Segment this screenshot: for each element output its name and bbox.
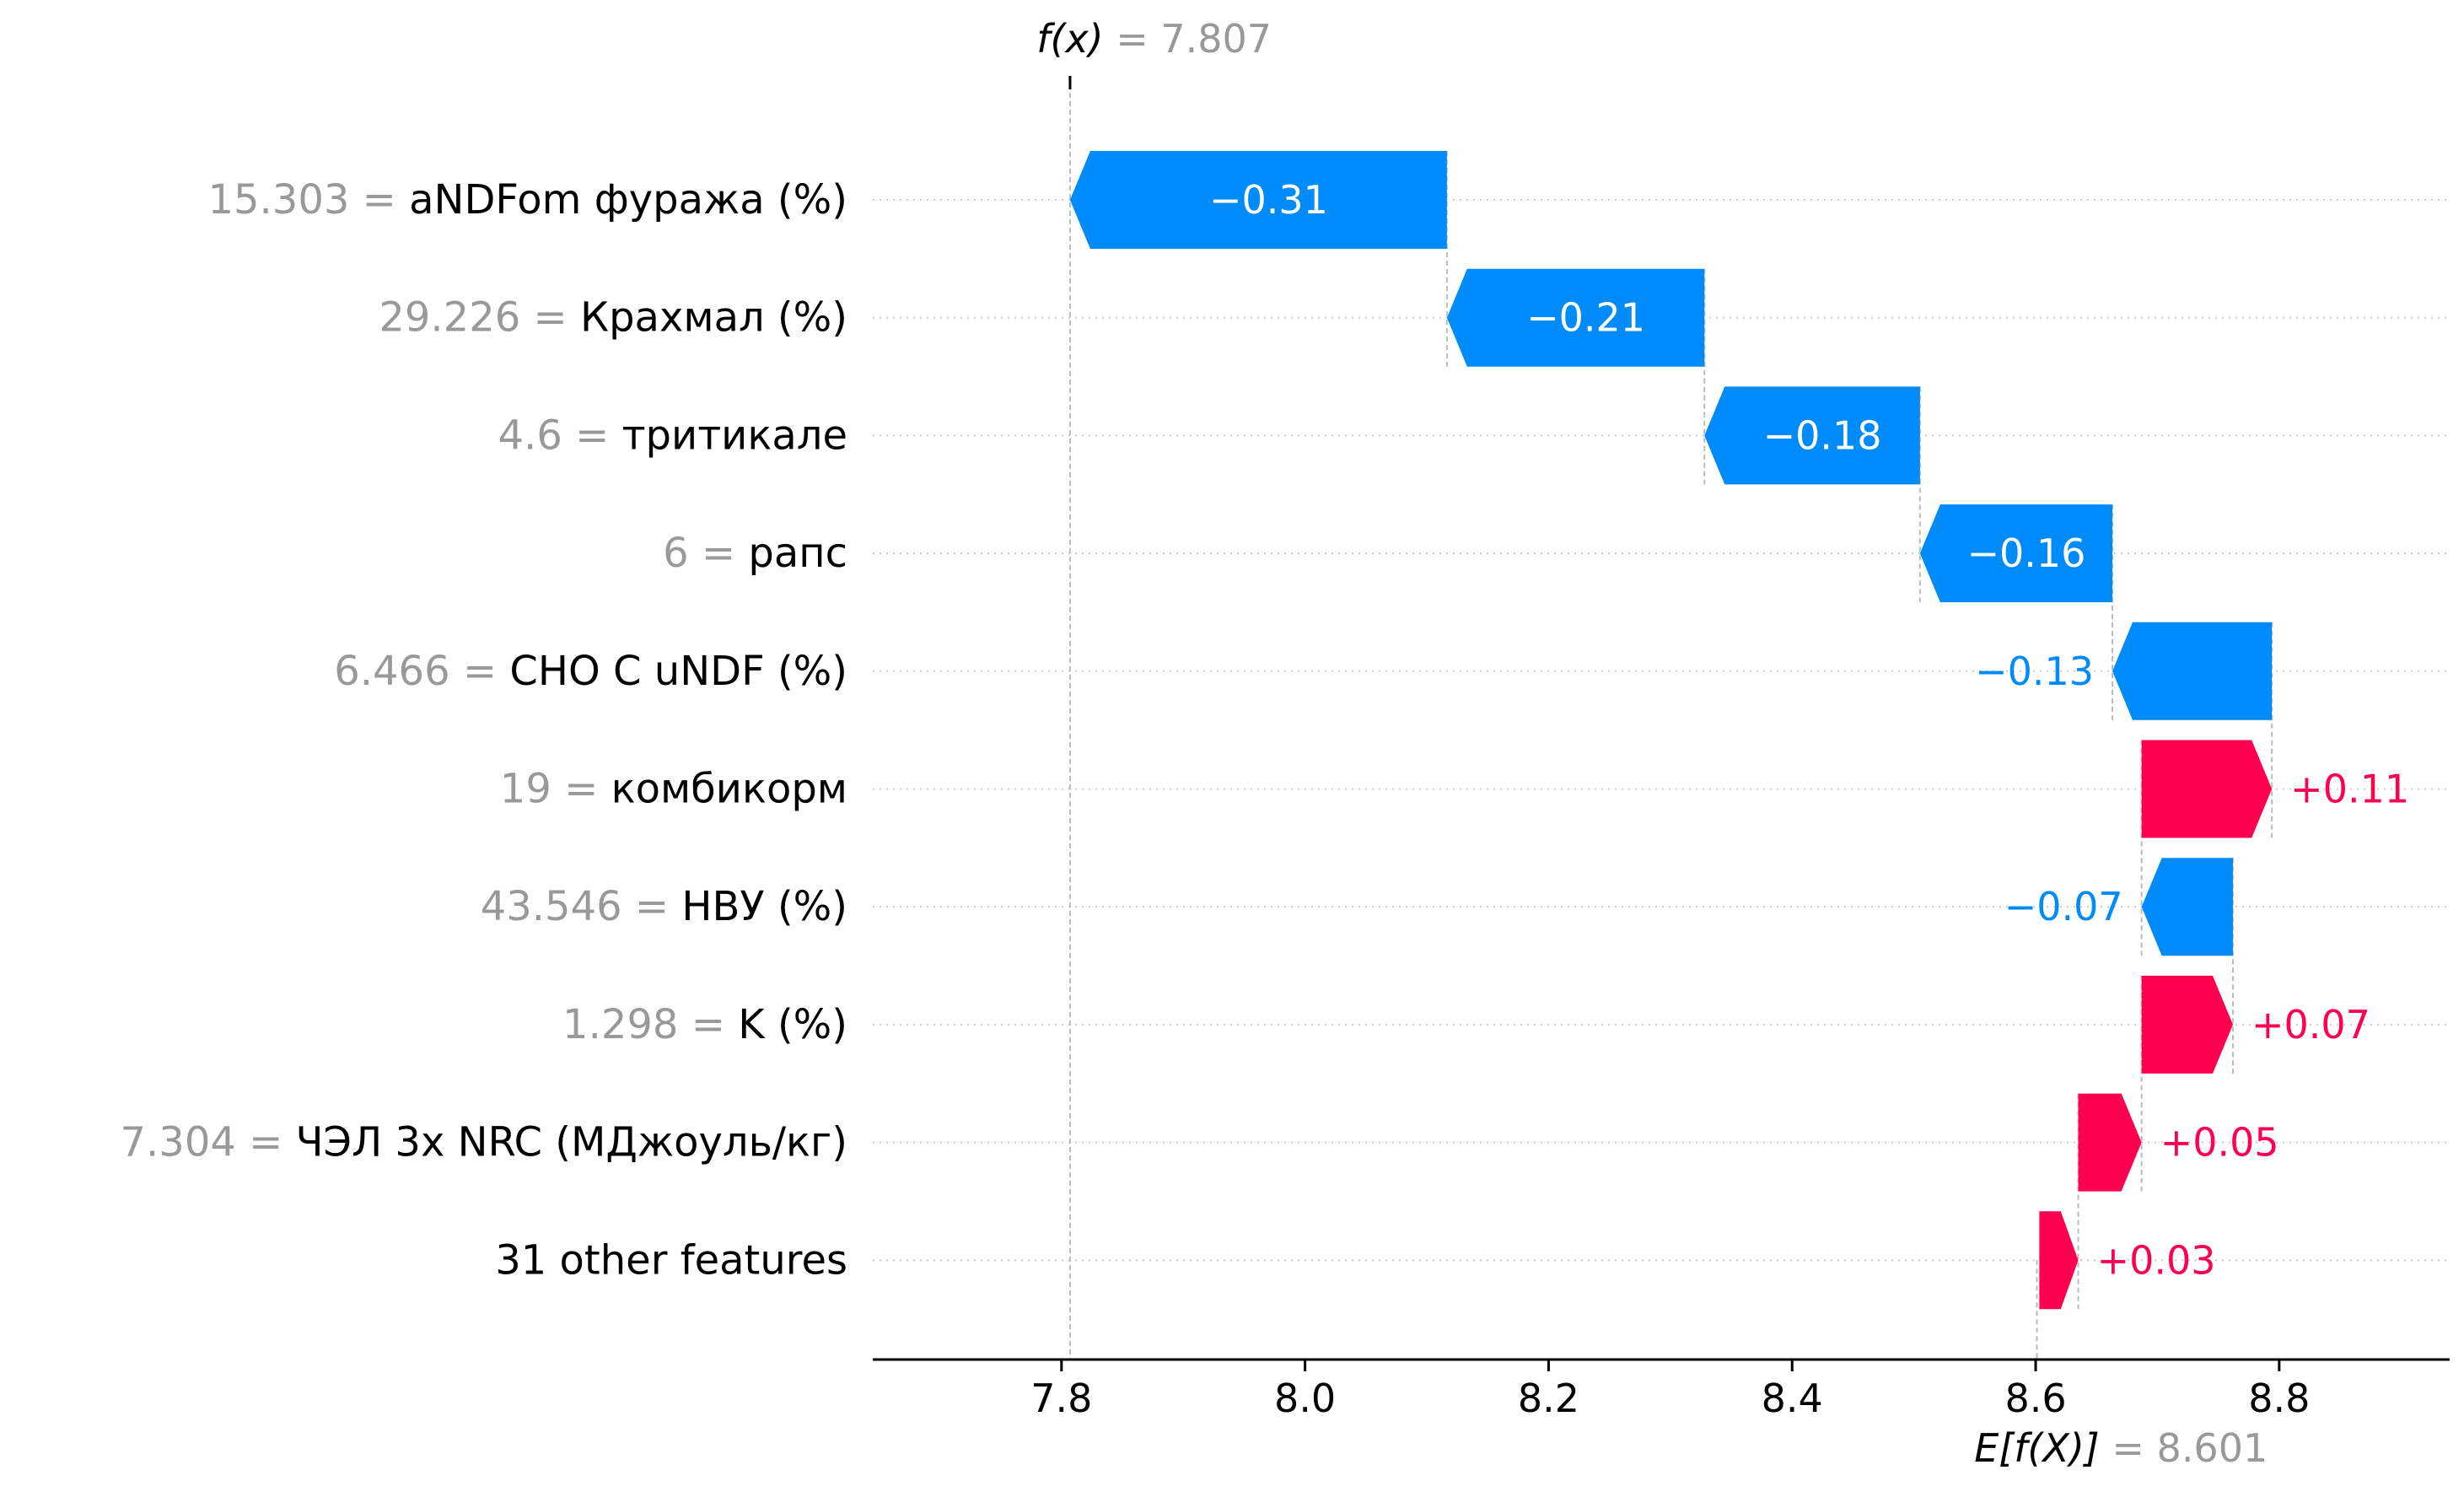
bar-value-label: −0.07 — [2004, 884, 2123, 929]
bar-value-label: −0.13 — [1975, 649, 2094, 694]
bars: −0.31 −0.21 −0.18 −0.16 −0.13 +0.11 −0.07 +0.07… — [1069, 151, 2409, 1310]
equals-sign: = — [551, 766, 611, 813]
x-tick-label: 8.6 — [2004, 1376, 2066, 1421]
x-tick-label: 8.4 — [1762, 1376, 1823, 1421]
x-tick-label: 8.2 — [1518, 1376, 1579, 1421]
feature-name: комбикорм — [611, 766, 847, 813]
x-tick-label: 8.8 — [2248, 1376, 2310, 1421]
negative-bar — [1069, 151, 1447, 249]
negative-bar — [1919, 504, 2113, 603]
feature-value: 6.466 — [334, 648, 449, 695]
x-tick-label: 8.0 — [1274, 1376, 1336, 1421]
feature-label: 4.6 = тритикале — [498, 412, 847, 459]
feature-name: ЧЭЛ 3x NRC (МДжоуль/кг) — [296, 1119, 847, 1166]
equals-sign: = — [1104, 16, 1161, 62]
bar-value-label: +0.03 — [2097, 1237, 2216, 1283]
feature-name: тритикале — [622, 412, 847, 459]
feature-value: 15.303 — [207, 176, 349, 223]
fx-annotation: f(x) = 7.807 — [1036, 16, 1272, 89]
bar-value-label: −0.31 — [1209, 177, 1328, 223]
equals-sign: = — [622, 883, 682, 930]
ex-label: E[f(X)] = 8.601 — [1974, 1425, 2268, 1471]
feature-label: 19 = комбикорм — [500, 766, 847, 813]
feature-value: 7.304 — [120, 1119, 235, 1166]
feature-label: 6.466 = CHO C uNDF (%) — [334, 648, 847, 695]
feature-value: 43.546 — [481, 883, 622, 930]
bar-value-label: −0.21 — [1526, 295, 1645, 341]
feature-name: НВУ (%) — [681, 883, 847, 930]
feature-labels: 15.303 = aNDFom фуража (%) 29.226 = Крахм… — [120, 176, 847, 1284]
feature-label: 29.226 = Крахмал (%) — [379, 294, 847, 342]
feature-name: 31 other features — [495, 1236, 847, 1284]
fx-symbol: f(x) — [1036, 16, 1103, 62]
feature-label: 43.546 = НВУ (%) — [481, 883, 847, 930]
negative-bar — [1446, 268, 1705, 367]
ex-value: 8.601 — [2157, 1425, 2268, 1471]
equals-sign: = — [689, 530, 749, 577]
bar-value-label: +0.11 — [2290, 767, 2409, 812]
feature-label: 1.298 = K (%) — [562, 1001, 847, 1048]
feature-name: Крахмал (%) — [580, 294, 847, 342]
equals-sign: = — [236, 1119, 296, 1166]
fx-label: f(x) = 7.807 — [1036, 16, 1272, 62]
bar-value-label: +0.07 — [2251, 1002, 2370, 1047]
equals-sign: = — [450, 648, 510, 695]
feature-value: 6 — [663, 530, 689, 577]
feature-value: 4.6 — [498, 412, 562, 459]
bar-value-label: −0.18 — [1763, 412, 1882, 458]
negative-bar — [2112, 622, 2273, 720]
equals-sign: = — [520, 294, 580, 342]
feature-label: 15.303 = aNDFom фуража (%) — [207, 176, 847, 223]
feature-name: рапс — [748, 530, 847, 577]
equals-sign: = — [678, 1001, 738, 1048]
positive-bar — [2078, 1093, 2142, 1192]
x-axis: 7.8 8.0 8.2 8.4 8.6 8.8 — [873, 1358, 2450, 1421]
positive-bar — [2141, 975, 2233, 1074]
bar-value-label: +0.05 — [2160, 1120, 2279, 1166]
feature-name: CHO C uNDF (%) — [509, 648, 847, 695]
expected-value-annotation: E[f(X)] = 8.601 — [1974, 1425, 2268, 1471]
ex-symbol: E[f(X)] — [1974, 1425, 2100, 1471]
positive-bar — [2039, 1211, 2079, 1310]
feature-value: 1.298 — [562, 1001, 678, 1048]
feature-label: 6 = рапс — [663, 530, 847, 577]
bar-value-label: −0.16 — [1966, 530, 2085, 576]
feature-name: K (%) — [738, 1001, 847, 1048]
feature-label: 7.304 = ЧЭЛ 3x NRC (МДжоуль/кг) — [120, 1119, 847, 1166]
feature-name: aNDFom фуража (%) — [409, 176, 847, 223]
feature-value: 19 — [500, 766, 551, 813]
feature-value: 29.226 — [379, 294, 520, 342]
negative-bar — [1704, 386, 1920, 485]
feature-label: 31 other features — [495, 1236, 847, 1284]
negative-bar — [2141, 858, 2233, 956]
fx-value: 7.807 — [1160, 16, 1272, 62]
equals-sign: = — [562, 412, 622, 459]
positive-bar — [2141, 740, 2273, 838]
equals-sign: = — [349, 176, 409, 223]
x-tick-label: 7.8 — [1030, 1376, 1092, 1421]
equals-sign: = — [2100, 1425, 2157, 1471]
